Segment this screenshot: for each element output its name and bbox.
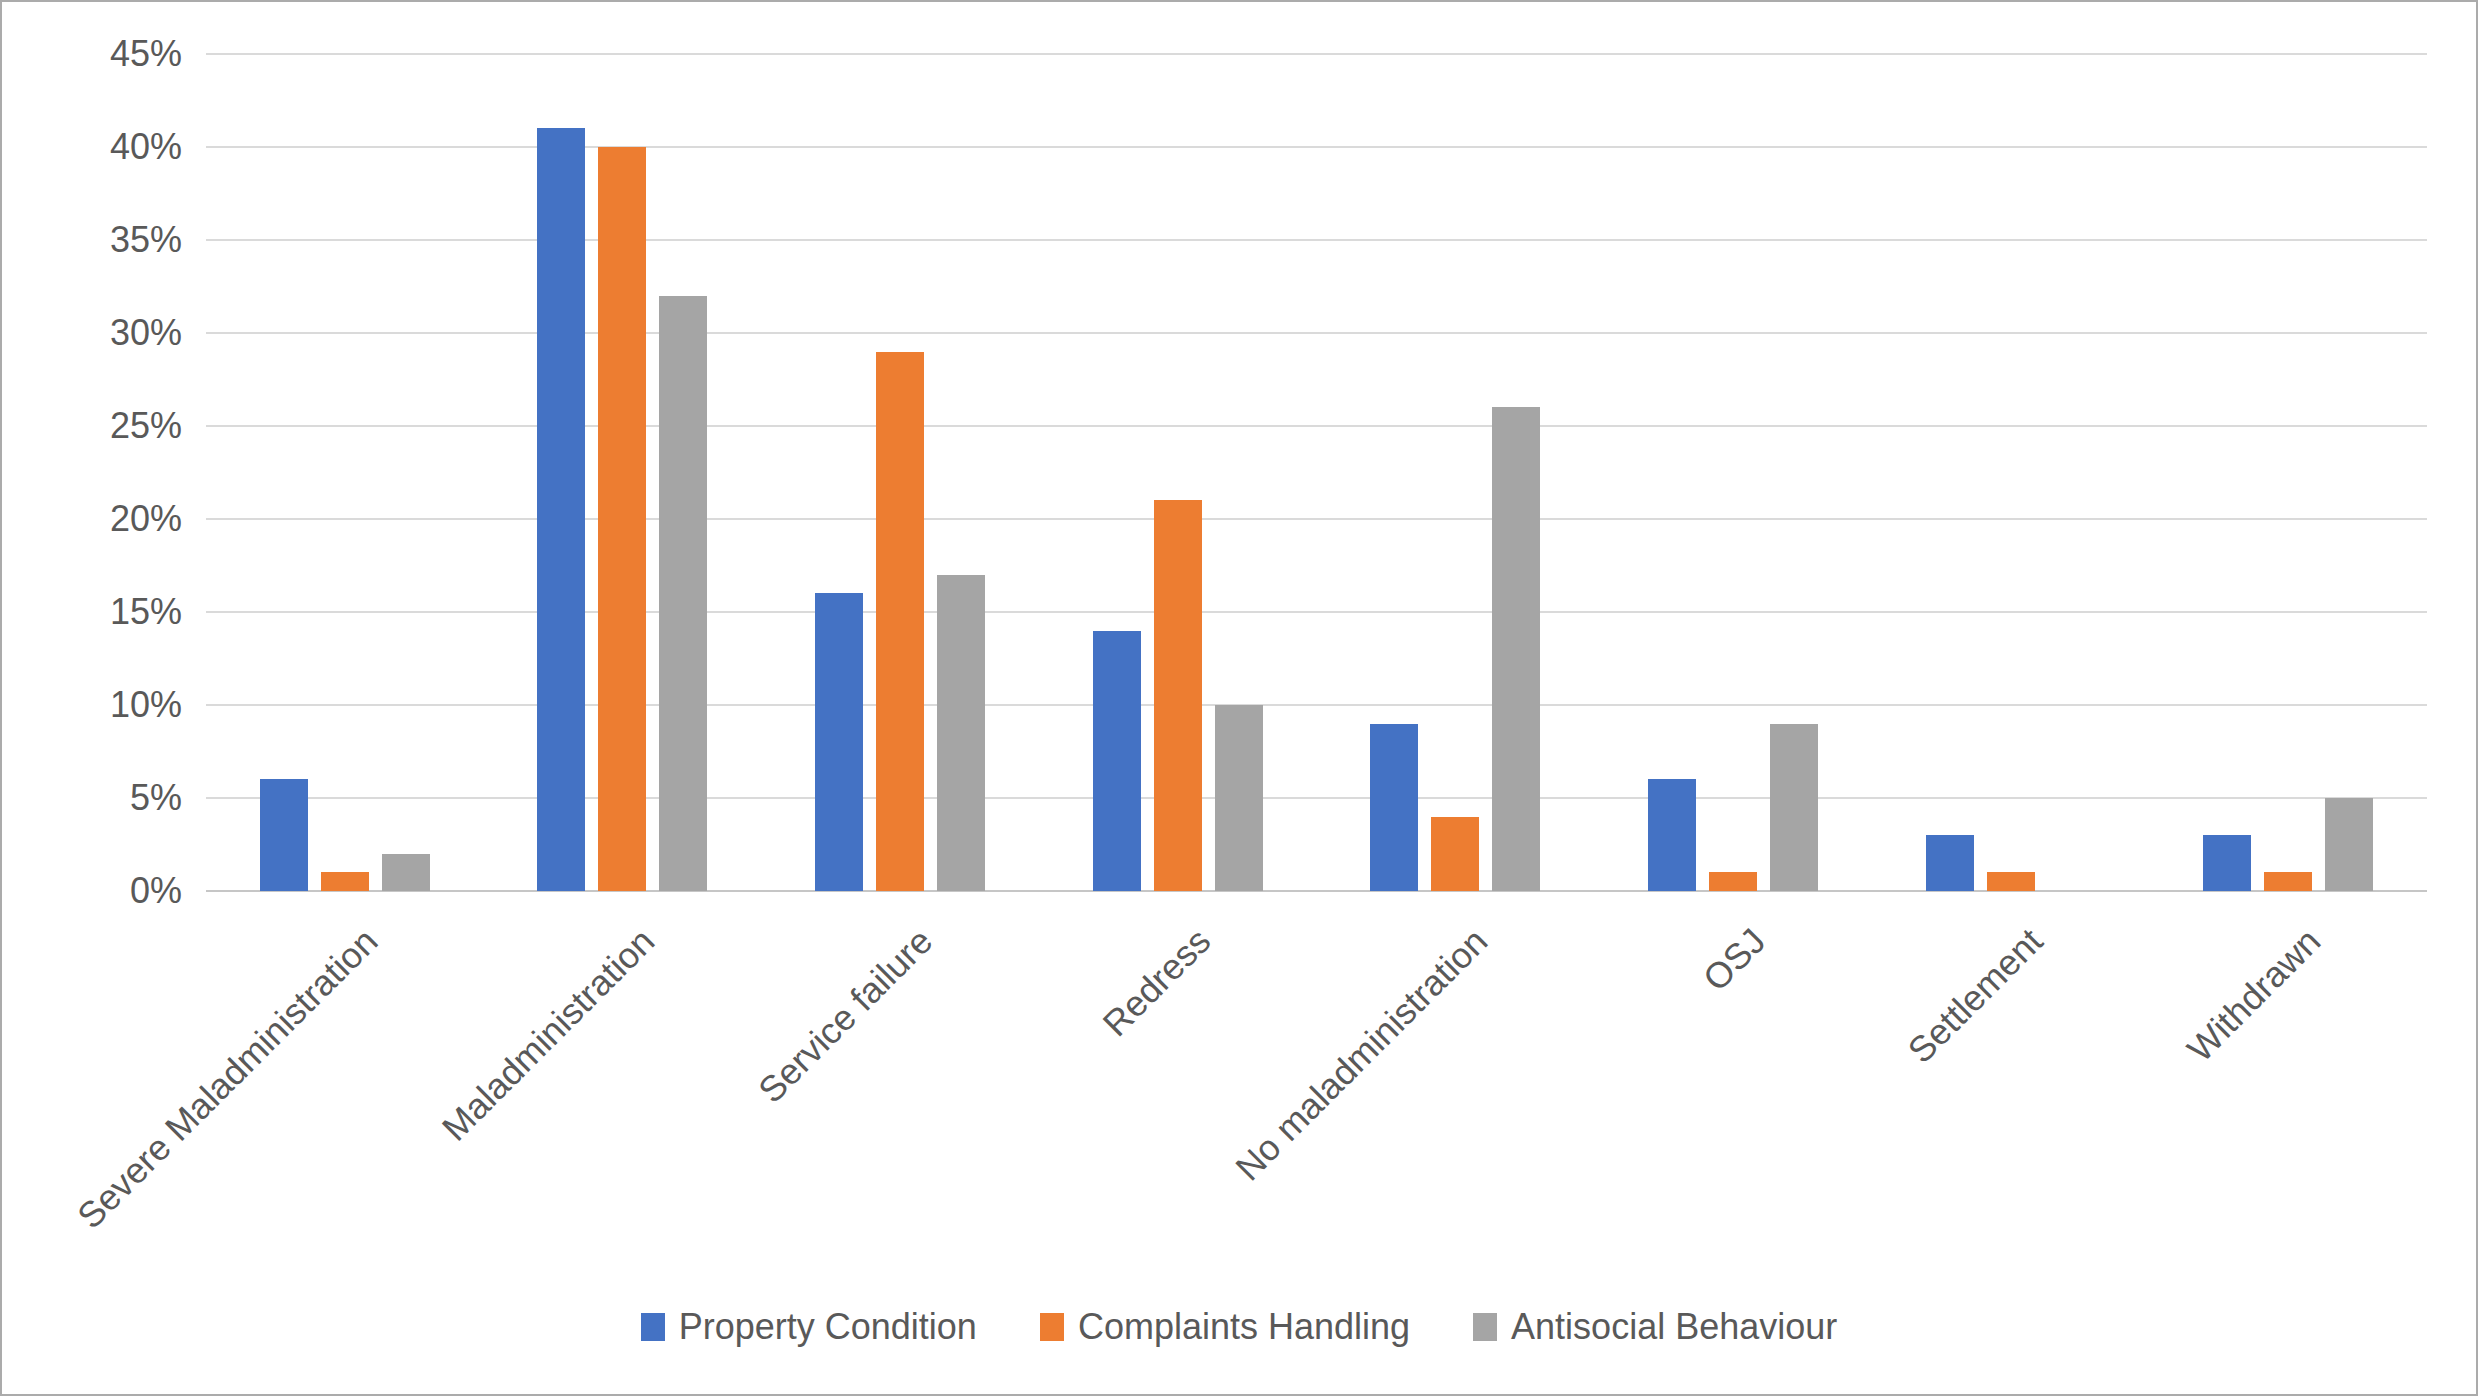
bar: [1492, 407, 1540, 891]
y-axis-tick-label: 45%: [32, 36, 182, 72]
y-axis-tick-label: 35%: [32, 222, 182, 258]
bar: [937, 575, 985, 891]
bar: [2325, 798, 2373, 891]
y-axis-tick-label: 30%: [32, 315, 182, 351]
y-axis-tick-label: 0%: [32, 873, 182, 909]
gridline: [206, 53, 2427, 55]
legend-swatch-icon: [641, 1313, 665, 1341]
bar: [260, 779, 308, 891]
chart-legend: Property Condition Complaints Handling Ant…: [2, 1306, 2476, 1348]
y-axis-tick-label: 10%: [32, 687, 182, 723]
x-axis-tick-label: Redress: [1095, 921, 1218, 1044]
x-axis-tick-label: Service failure: [751, 921, 941, 1111]
y-axis-tick-label: 20%: [32, 501, 182, 537]
y-axis-tick-label: 5%: [32, 780, 182, 816]
bar: [1215, 705, 1263, 891]
bar: [1648, 779, 1696, 891]
bar: [815, 593, 863, 891]
bar: [2203, 835, 2251, 891]
bar: [1093, 631, 1141, 891]
y-axis-tick-label: 25%: [32, 408, 182, 444]
x-axis-tick-label: Maladministration: [435, 921, 663, 1149]
x-axis-tick-label: OSJ: [1695, 921, 1773, 999]
legend-label: Complaints Handling: [1078, 1306, 1410, 1348]
x-axis-tick-label: Settlement: [1901, 921, 2051, 1071]
x-axis-tick-label: Withdrawn: [2180, 921, 2329, 1070]
legend-label: Property Condition: [679, 1306, 977, 1348]
legend-label: Antisocial Behaviour: [1511, 1306, 1837, 1348]
bar: [1431, 817, 1479, 891]
bar: [1154, 500, 1202, 891]
bar: [537, 128, 585, 891]
legend-swatch-icon: [1473, 1313, 1497, 1341]
y-axis-tick-label: 40%: [32, 129, 182, 165]
legend-item-property-condition: Property Condition: [641, 1306, 977, 1348]
bar: [659, 296, 707, 891]
bar: [1370, 724, 1418, 891]
x-axis-tick-label: No maladministration: [1228, 921, 1495, 1188]
bar: [321, 872, 369, 891]
legend-item-complaints-handling: Complaints Handling: [1040, 1306, 1410, 1348]
y-axis-tick-label: 15%: [32, 594, 182, 630]
bar: [598, 147, 646, 891]
bar: [1987, 872, 2035, 891]
legend-swatch-icon: [1040, 1313, 1064, 1341]
bar: [1926, 835, 1974, 891]
chart-screenshot: Property Condition Complaints Handling Ant…: [0, 0, 2478, 1396]
legend-item-antisocial-behaviour: Antisocial Behaviour: [1473, 1306, 1837, 1348]
bar: [2264, 872, 2312, 891]
bar: [1709, 872, 1757, 891]
bar: [876, 352, 924, 891]
bar: [1770, 724, 1818, 891]
bar: [382, 854, 430, 891]
x-axis-tick-label: Severe Maladministration: [70, 921, 386, 1237]
